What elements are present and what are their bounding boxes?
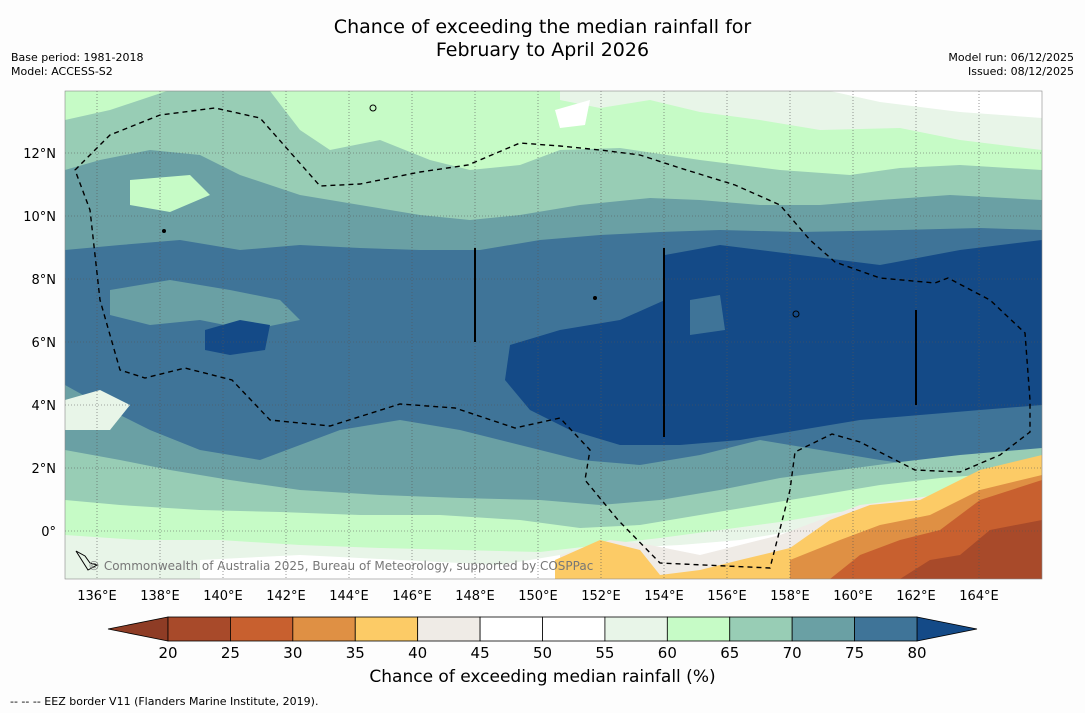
colorbar-low-arrow [107,616,169,642]
model-label: Model: ACCESS-S2 [11,65,113,78]
colorbar-bin [417,616,481,642]
issued-label: Issued: 08/12/2025 [967,65,1074,78]
base-period-label: Base period: 1981-2018 [11,51,144,64]
lat-tick-label: 6°N [32,336,57,351]
colorbar-bin [729,616,793,642]
copyright-notice: © Commonwealth of Australia 2025, Bureau… [88,559,593,573]
lon-tick-label: 140°E [203,589,243,604]
lat-tick-label: 0° [41,525,56,540]
probability-contours [65,91,1042,579]
colorbar-tick-label: 30 [283,644,302,662]
eez-footnote: -- -- -- EEZ border V11 (Flanders Marine… [10,695,319,708]
colorbar-bin [542,616,606,642]
lat-tick-label: 10°N [23,210,56,225]
colorbar-tick-label: 50 [533,644,552,662]
lon-tick-label: 142°E [266,589,306,604]
contour-20-25 [900,520,1042,579]
colorbar-tick-label: 35 [346,644,365,662]
lon-tick-label: 136°E [77,589,117,604]
lon-tick-label: 148°E [455,589,495,604]
lon-tick-label: 160°E [833,589,873,604]
lat-tick-label: 12°N [23,147,56,162]
colorbar-tick-label: 65 [720,644,739,662]
colorbar-bin [230,616,294,642]
colorbar-tick-label: 45 [471,644,490,662]
lon-tick-label: 154°E [644,589,684,604]
lon-tick-label: 152°E [581,589,621,604]
colorbar-tick-label: 70 [783,644,802,662]
colorbar-bin [479,616,543,642]
colorbar-bin [354,616,419,642]
lat-tick-label: 2°N [32,462,57,477]
colorbar-tick-label: 55 [595,644,614,662]
lon-tick-label: 162°E [896,589,936,604]
lon-tick-label: 156°E [707,589,747,604]
map-title-line-1: Chance of exceeding the median rainfall … [333,16,752,38]
eez-border [74,107,1031,569]
lat-tick-label: 8°N [32,273,57,288]
colorbar-high-arrow [916,616,978,642]
colorbar-tick-label: 75 [845,644,864,662]
lon-tick-label: 146°E [392,589,432,604]
contour-50-55-north [830,91,1042,118]
map-title-line-2: February to April 2026 [435,39,650,61]
colorbar-bin [791,616,855,642]
colorbar-tick-label: 60 [658,644,677,662]
lon-tick-label: 144°E [329,589,369,604]
colorbar: 20 25 30 35 40 45 50 55 60 65 70 75 80 [107,616,978,662]
colorbar-bin [167,616,231,642]
colorbar-title: Chance of exceeding median rainfall (%) [369,667,716,687]
colorbar-tick-label: 25 [221,644,240,662]
latitude-axis: 12°N 10°N 8°N 6°N 4°N 2°N 0° [23,147,56,540]
lon-tick-label: 158°E [770,589,810,604]
colorbar-tick-label: 80 [907,644,926,662]
colorbar-bin [604,616,668,642]
contour-above-80 [505,240,1042,445]
longitude-axis: 136°E 138°E 140°E 142°E 144°E 146°E 148°… [77,589,999,604]
colorbar-bin [666,616,731,642]
model-run-label: Model run: 06/12/2025 [948,51,1074,64]
lon-tick-label: 150°E [518,589,558,604]
lon-tick-label: 138°E [140,589,180,604]
colorbar-bin [854,616,918,642]
lat-tick-label: 4°N [32,399,57,414]
colorbar-tick-label: 20 [158,644,177,662]
lon-tick-label: 164°E [959,589,999,604]
colorbar-tick-label: 40 [408,644,427,662]
colorbar-bin [292,616,356,642]
